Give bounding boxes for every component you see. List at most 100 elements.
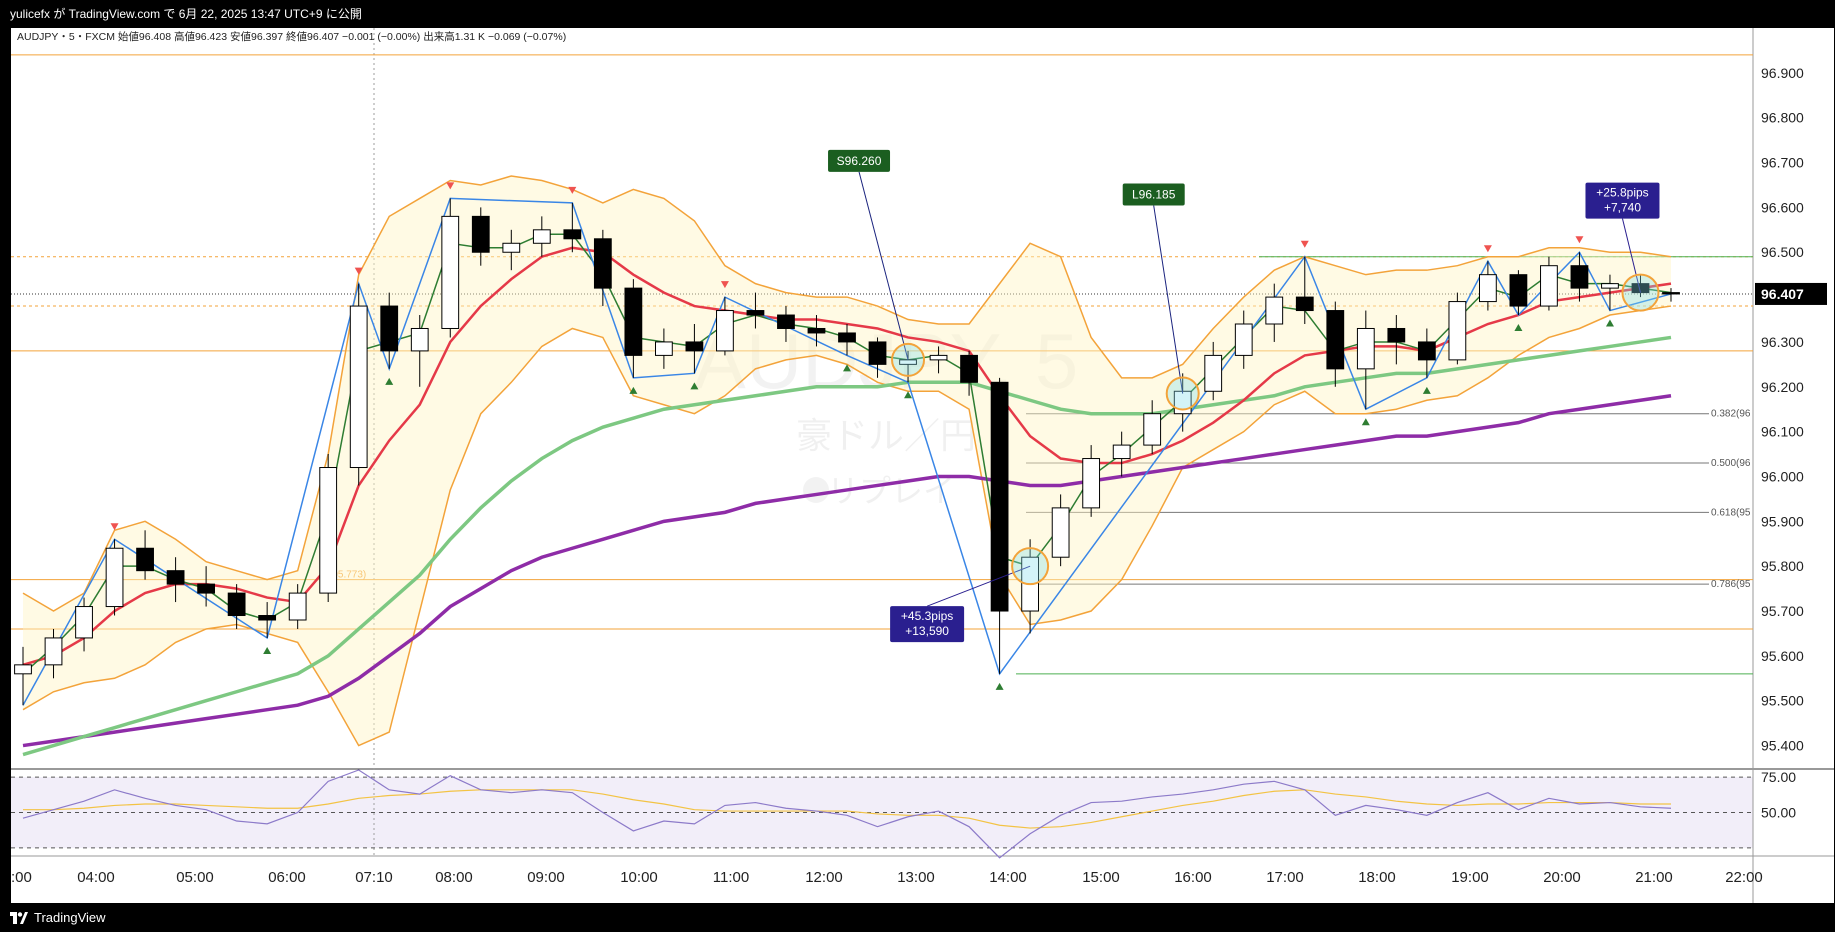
time-tick-label: 06:00	[268, 869, 306, 886]
candle-body	[14, 664, 32, 675]
candle	[1051, 494, 1070, 567]
candle-body	[777, 314, 795, 329]
replay-icon	[803, 477, 829, 503]
fib-label: 0.786(95	[1711, 579, 1751, 590]
time-tick-label: 13:00	[897, 869, 935, 886]
symbol-line: AUDJPY・5・FXCM 始値96.408 高値96.423 安値96.397…	[17, 30, 566, 43]
candle-body	[44, 637, 63, 666]
price-tick-label: 96.500	[1761, 244, 1804, 260]
candle	[807, 315, 826, 347]
pivot-high-marker	[110, 523, 119, 531]
annotation-box	[828, 149, 891, 172]
annotation-box	[1585, 182, 1660, 219]
candle	[716, 297, 734, 356]
brand-name: TradingView	[34, 910, 106, 925]
annotation-leader	[1153, 205, 1184, 394]
candle-body	[929, 354, 948, 361]
candle-body	[75, 606, 93, 639]
candle	[1143, 400, 1162, 455]
candle	[136, 530, 154, 580]
fib-label: 0.382(96	[1711, 409, 1751, 420]
time-tick-label: 14:00	[989, 869, 1027, 886]
tradingview-logo[interactable]: TradingView	[10, 903, 106, 932]
pivot-high-marker	[568, 186, 577, 194]
candle	[1326, 301, 1345, 387]
candle-body	[502, 242, 521, 253]
candle-body	[1234, 323, 1253, 356]
candle-body	[1570, 265, 1589, 289]
candle	[960, 350, 978, 396]
candle	[746, 292, 765, 329]
candle-body	[1112, 444, 1131, 460]
publish-header: yulicefx が TradingView.com で 6月 22, 2025…	[0, 0, 1835, 28]
pivot-high-marker	[1300, 240, 1309, 248]
price-tick-label: 95.700	[1761, 603, 1804, 619]
candle-body	[288, 592, 307, 621]
publish-line: yulicefx が TradingView.com で 6月 22, 2025…	[10, 7, 362, 21]
candle-body	[685, 341, 704, 352]
annotation-ring	[1621, 273, 1660, 312]
pivot-low-marker	[629, 386, 638, 394]
annotation-text: +45.3pips	[901, 609, 953, 623]
pivot-low-marker	[1422, 386, 1431, 394]
candle	[777, 306, 795, 342]
candle	[410, 315, 429, 387]
tradingview-icon	[10, 911, 28, 924]
candle-body	[1601, 283, 1619, 289]
candle-body	[227, 592, 246, 617]
price-tick-label: 96.100	[1761, 424, 1804, 440]
time-tick-label: 05:00	[176, 869, 214, 886]
candle-body	[868, 341, 887, 365]
time-tick-label: 19:00	[1451, 869, 1489, 886]
candle	[441, 198, 460, 338]
time-tick-label: 08:00	[435, 869, 473, 886]
pivot-low-marker	[843, 364, 851, 372]
candle-body	[1631, 283, 1650, 294]
candle	[654, 328, 673, 369]
candle	[227, 584, 246, 629]
candle	[1356, 310, 1375, 410]
candle	[1631, 274, 1650, 298]
price-tick-label: 95.600	[1761, 648, 1804, 664]
price-tick-label: 95.400	[1761, 738, 1804, 754]
pivot-high-marker	[446, 182, 455, 190]
candle	[166, 557, 185, 603]
candle	[471, 207, 490, 266]
pivot-low-marker	[1361, 418, 1370, 426]
price-tick-label: 95.500	[1761, 693, 1804, 709]
candle-body	[1540, 265, 1558, 307]
fib-label: 0.618(95	[1711, 507, 1751, 518]
chart-area[interactable]: AUDJPY, 5 豪ドル／円 リプレイ (95.773) 0.382(96 0.500…	[11, 28, 1834, 911]
bollinger-upper	[22, 175, 1672, 612]
candle	[563, 202, 582, 253]
candle-body	[807, 327, 826, 334]
price-tick-label: 96.000	[1761, 468, 1804, 484]
candle	[380, 292, 399, 369]
time-tick-label: 07:10	[355, 869, 393, 886]
candle	[1509, 270, 1528, 316]
time-tick-label: 21:00	[1635, 869, 1673, 886]
current-price-label: 96.407	[1761, 286, 1804, 302]
candle-body	[105, 547, 124, 608]
pivot-low-marker	[995, 682, 1004, 690]
watermark-name: 豪ドル／円	[796, 415, 976, 456]
footer-bar: TradingView	[0, 903, 1835, 932]
candle	[1112, 431, 1131, 477]
annotation-text: L96.185	[1132, 188, 1176, 202]
annotation-leader	[858, 171, 909, 361]
candle	[197, 566, 216, 607]
time-tick-label: 04:00	[77, 869, 115, 886]
candle	[14, 646, 32, 706]
ma-long-line	[22, 394, 1672, 748]
ma-slow-line	[22, 335, 1672, 757]
rsi-tick-label: 50.00	[1761, 805, 1796, 821]
candle-body	[319, 467, 338, 594]
annotation-text: +25.8pips	[1596, 186, 1648, 200]
candle	[929, 346, 948, 374]
candle-body	[1204, 354, 1223, 392]
pivot-low-marker	[1605, 319, 1614, 327]
pivot-low-marker	[385, 377, 394, 385]
candle	[1570, 252, 1589, 302]
